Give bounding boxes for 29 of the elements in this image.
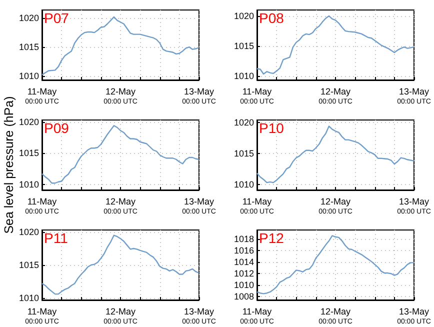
y-tick-label: 1014 (234, 257, 254, 268)
y-tick-label: 1010 (234, 70, 254, 81)
chart-title: P07 (44, 10, 70, 26)
y-tick-label: 1008 (234, 292, 254, 302)
y-tick-label: 1012 (234, 268, 254, 279)
y-tick-label: 1015 (18, 148, 39, 158)
y-tick-label: 1016 (234, 246, 254, 256)
y-tick-label: 1015 (234, 148, 254, 158)
y-tick-label: 1010 (234, 179, 254, 190)
chart-title: P09 (44, 120, 70, 136)
y-tick-label: 1020 (234, 10, 254, 21)
y-axis-title: Sea level pressure (hPa) (2, 96, 16, 234)
y-tick-label: 1015 (18, 42, 39, 52)
y-tick-label: 1020 (18, 226, 39, 237)
line-series (256, 235, 415, 294)
y-tick-label: 1010 (234, 280, 254, 290)
y-tick-label: 1010 (18, 179, 39, 190)
y-tick-label: 1018 (234, 234, 254, 244)
y-tick-label: 1010 (18, 293, 39, 304)
chart-title: P10 (259, 120, 284, 136)
y-tick-label: 1015 (18, 260, 39, 270)
chart-title: P08 (259, 10, 284, 26)
y-tick-label: 1010 (18, 70, 39, 81)
chart-title: P12 (259, 230, 284, 246)
y-tick-label: 1020 (234, 117, 254, 128)
y-tick-label: 1020 (18, 116, 39, 127)
chart-title: P11 (44, 230, 68, 246)
y-tick-label: 1020 (18, 13, 39, 24)
y-tick-label: 1015 (234, 40, 254, 51)
